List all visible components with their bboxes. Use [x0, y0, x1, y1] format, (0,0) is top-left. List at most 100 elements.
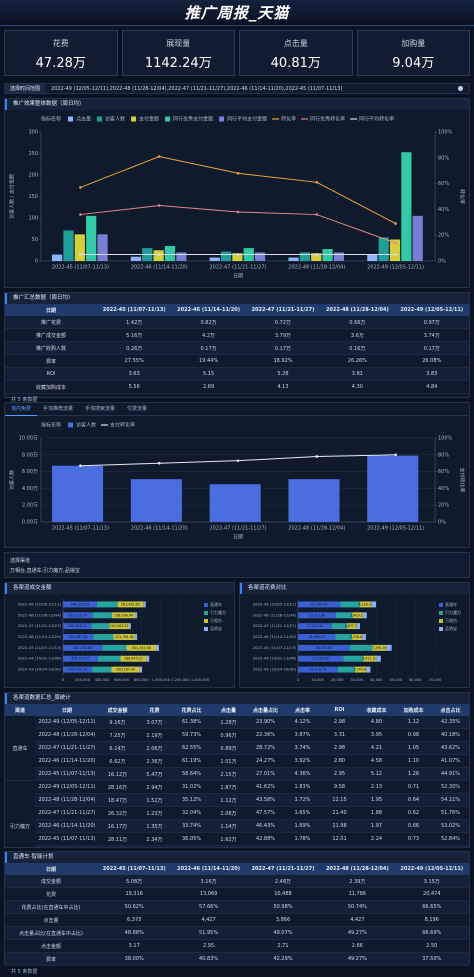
y-tick-label: 2022-48 (11/28-12/04) — [18, 612, 62, 617]
tab[interactable]: 手淘搜索流量 — [85, 406, 116, 412]
table-cell: 13,069 — [171, 887, 246, 901]
table-cell: 1.35万 — [136, 819, 173, 833]
line-point — [315, 181, 319, 184]
y-tick-label: 2022-49 (12/05-12/11) — [253, 601, 297, 606]
line-point — [79, 253, 82, 256]
legend-label: 访客人数 — [76, 422, 96, 429]
data-label: 346,218.55 — [70, 602, 89, 606]
table-cell: 3.83 — [394, 367, 469, 381]
bar-segment — [109, 623, 130, 630]
table-row: 2022-47 (11/21-11/27) 6.14万 2.06万 62.55% 0.8… — [5, 741, 469, 755]
table-row: 推广花费 1.42万 0.82万 0.72万 0.66万 0.97万 — [5, 316, 469, 329]
table-cell: 50.62% — [97, 900, 172, 914]
bar-segment — [335, 634, 353, 640]
table-cell: 2.98 — [321, 716, 358, 729]
table-row: 2022-44 (10/31-11/06)17.62万2.01万34.51%1.… — [5, 845, 469, 847]
table-cell: 2.95 — [321, 767, 358, 781]
bar-segment — [146, 655, 150, 662]
bar-segment — [97, 655, 121, 662]
row-header: 收藏加购成本 — [5, 380, 97, 394]
table-cell: 0.17万 — [245, 341, 321, 355]
table-cell: 46.43% — [247, 819, 284, 833]
bar — [412, 215, 423, 261]
time-filter[interactable]: 选择时间范围 2022-49 (12/05-12/11),2022-48 (11… — [4, 83, 470, 94]
table-row: 2022-48 (11/28-12/04) 18.47万 1.52万 35.12% 1.… — [5, 793, 469, 807]
row-header: ROI — [5, 367, 97, 381]
table-cell: 54.11% — [432, 793, 469, 807]
panel-title: 各渠道成交金额 — [5, 583, 234, 594]
table-cell: 3.07万 — [136, 716, 173, 729]
kpi-card: 点击量 40.81万 — [239, 30, 353, 76]
column-header: 2022-47 (11/21-11/27) — [245, 863, 321, 875]
table-cell: 2.39万 — [320, 875, 395, 888]
table-cell: 18.47万 — [99, 793, 136, 807]
y-tick-label: 2022-43 (10/24-10/30) — [253, 667, 297, 672]
table-cell: 0.64 — [395, 793, 432, 807]
table-cell: 4,427 — [171, 913, 246, 927]
row-header: 推广收购人数 — [5, 341, 97, 355]
bar — [299, 252, 310, 261]
table-cell: 41.62% — [247, 780, 284, 794]
table-cell: 2022-44 (10/31-11/06) — [35, 845, 99, 847]
table-cell: 0.98 — [395, 728, 432, 742]
table-cell: 3.15万 — [394, 875, 469, 888]
table-cell: 9.58 — [321, 780, 358, 794]
table-cell: 4.36% — [284, 767, 321, 781]
table-cell: 28.11万 — [99, 832, 136, 846]
table-cell: 5.08万 — [97, 875, 172, 888]
column-header: 2022-47 (11/21-11/27) — [245, 304, 321, 316]
table-cell: 43.62% — [432, 741, 469, 755]
table-cell: 66.69% — [394, 926, 469, 940]
x-tick-label: 50,000 — [390, 678, 403, 682]
bar-segment — [343, 655, 364, 662]
panel-channel-table: 各渠道数据汇总_周统计 渠道 日期 成交金额 花费 花费占比 点击量 点击量占比 点击率 ROI… — [4, 692, 470, 848]
bar-segment — [337, 666, 356, 673]
channel-filter[interactable]: 选择渠道 万相台,直通车,引力魔方,品销宝 — [4, 552, 470, 578]
table-cell: 1.08万 — [210, 806, 247, 820]
x-tick-label: 2022-46 (11/14-11/20) — [131, 526, 188, 532]
table-cell: 0.16万 — [320, 341, 395, 355]
table-cell: 59.73% — [173, 728, 210, 742]
row-header: 花费 — [5, 887, 97, 901]
table-cell: 2.95 — [171, 939, 246, 953]
tab[interactable]: 付费流量 — [127, 406, 148, 412]
kpi-value: 9.04万 — [392, 56, 435, 71]
tab[interactable]: 淘内免费 — [5, 403, 38, 416]
table-cell: 40.83% — [171, 952, 246, 966]
column-header: 日期 — [5, 863, 97, 875]
legend-title: 指标名称 — [41, 422, 61, 429]
table-cell: 19.44% — [171, 354, 246, 368]
bar — [288, 479, 340, 522]
data-label: 21,735.40 — [311, 602, 328, 606]
header-row: 日期 2022-45 (11/07-11/13) 2022-46 (11/14-11… — [5, 863, 469, 875]
table-cell: 2.13 — [358, 780, 395, 794]
column-header: ROI — [321, 704, 358, 716]
table-cell: 4.13 — [245, 380, 321, 394]
combo-chart: 指标名称 访客人数 支付转化率0.00万2.00万4.00万6.00万8.00万10… — [9, 422, 466, 541]
row-header: 点击金额 — [5, 939, 97, 953]
table-cell: 1.65% — [284, 806, 321, 820]
column-header: 点击率 — [284, 704, 321, 716]
bar — [97, 234, 108, 261]
table-cell: 40.18% — [432, 728, 469, 742]
panel-channel-cost: 各渠道花费对比 0 10,000 20,000 30,000 40,000 50,000 6… — [239, 582, 470, 688]
table-cell: 5.56 — [97, 380, 172, 394]
header-row: 日期 2022-45 (11/07-11/13) 2022-46 (11/14-11… — [5, 304, 469, 316]
legend-swatch — [68, 422, 74, 428]
table-cell: 1.26 — [395, 767, 432, 781]
bar-segment — [372, 644, 387, 651]
y-tick-label: 2022-49 (12/05-12/11) — [18, 601, 62, 606]
table-cell: 66.65% — [394, 900, 469, 914]
y-tick-label: 2022-47 (11/21-11/27) — [18, 623, 62, 628]
y-tick-label: 2022-46 (11/14-11/20) — [253, 634, 297, 639]
table-cell: 3.87% — [284, 728, 321, 742]
x-axis-title: 日期 — [233, 535, 243, 541]
table-cell: 42.35% — [432, 716, 469, 729]
table-cell: 6.62万 — [99, 754, 136, 768]
table-cell: 2022-48 (11/28-12/04) — [35, 728, 99, 742]
table-cell: 3.74万 — [394, 328, 469, 342]
table-cell: 2.89 — [171, 380, 246, 394]
legend-label: 转化率 — [281, 116, 296, 123]
tab[interactable]: 手淘推荐流量 — [43, 406, 74, 412]
table-cell: 10,488 — [245, 887, 321, 901]
